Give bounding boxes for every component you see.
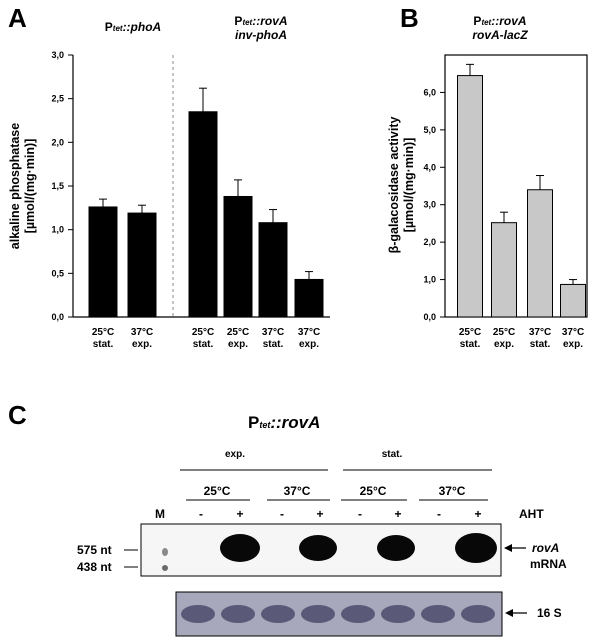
blot-figure: exp. stat. 25°C 37°C 25°C 37°C M - + - +… [77, 449, 567, 637]
chart-a-bar-2 [188, 111, 218, 318]
chart-a-bar-4 [258, 222, 288, 318]
sign-2: + [236, 507, 243, 521]
chart-a-ylabel: alkaline phosphatase [µmol/(mg·min)] [8, 123, 37, 249]
chart-b-ylabel-line1: β-galacosidase activity [387, 117, 401, 254]
rova-band-3 [377, 535, 415, 561]
chart-b-bar-0 [457, 75, 483, 318]
size-575-label: 575 nt [77, 543, 112, 557]
sign-5: - [358, 507, 362, 521]
rova-band-4 [455, 533, 497, 563]
marker-band-575 [162, 548, 168, 556]
chart-a-ytick-label-1: 0,5 [51, 268, 64, 278]
chart-b-bar-1 [491, 222, 517, 318]
rrna-band-8 [461, 605, 495, 623]
mrna-label: mRNA [530, 557, 567, 571]
chart-a-cat-label-5-line1: 37°C [298, 327, 320, 338]
chart-a-cat-label-0-line1: 25°C [92, 327, 114, 338]
rova-arrow-icon [504, 544, 526, 552]
chart-a-bar-1 [127, 212, 157, 318]
marker-lane-label: M [155, 507, 165, 521]
panel-a-group2-header: Ptet::rovA inv-phoA [234, 14, 288, 42]
chart-a-ytick-label-2: 1,0 [51, 225, 64, 235]
marker-band-438 [162, 565, 168, 571]
chart-b-cat-label-2-line1: 37°C [529, 327, 551, 338]
chart-a-cat-label-1-line1: 37°C [131, 327, 153, 338]
chart-b-cat-label-1-line2: exp. [494, 339, 514, 350]
sign-4: + [316, 507, 323, 521]
rrna-band-6 [381, 605, 415, 623]
16s-label: 16 S [537, 606, 562, 620]
rrna-bands [181, 605, 495, 623]
rrna-band-4 [301, 605, 335, 623]
chart-b-cat-label-0-line1: 25°C [459, 327, 481, 338]
chart-a-bar-3 [223, 195, 253, 318]
chart-a-ytick-label-6: 3,0 [51, 50, 64, 60]
16s-arrow-icon [505, 609, 527, 617]
chart-b-ytick-label-1: 1,0 [423, 275, 436, 285]
panel-a-group1-header: Ptet::phoA [104, 20, 162, 34]
rova-label: rovA [532, 541, 559, 555]
sign-6: + [394, 507, 401, 521]
chart-a-ylabel-line1: alkaline phosphatase [8, 123, 22, 249]
temp-4: 37°C [439, 484, 466, 498]
sign-8: + [474, 507, 481, 521]
rova-band-1 [220, 534, 260, 562]
chart-b-bar-3 [560, 283, 586, 318]
chart-b-cat-label-0-line2: stat. [460, 339, 481, 350]
rrna-band-3 [261, 605, 295, 623]
chart-b-ylabel-line2: [µmol/(mg·min)] [402, 138, 416, 233]
sign-1: - [199, 507, 203, 521]
sign-7: - [437, 507, 441, 521]
panel-b-header: Ptet::rovA rovA-lacZ [472, 14, 528, 42]
chart-b-ytick-label-4: 4,0 [423, 162, 436, 172]
chart-a-ytick-label-5: 2,5 [51, 94, 64, 104]
chart-a-cat-label-4-line2: stat. [263, 339, 284, 350]
panel-a-letter: A [8, 3, 27, 33]
panel-c-title: Ptet::rovA [248, 413, 321, 432]
panel-b-letter: B [400, 3, 419, 33]
chart-a-cat-label-5-line2: exp. [299, 339, 319, 350]
chart-a-cat-label-3-line2: exp. [228, 339, 248, 350]
chart-b: β-galacosidase activity [µmol/(mg·min)] … [387, 54, 588, 350]
temp-1: 25°C [204, 484, 231, 498]
chart-a: alkaline phosphatase [µmol/(mg·min)] 0,0… [8, 50, 330, 350]
chart-a-cat-label-2-line2: stat. [193, 339, 214, 350]
temp-3: 25°C [360, 484, 387, 498]
cond-exp-label: exp. [225, 449, 245, 460]
rrna-band-5 [341, 605, 375, 623]
chart-a-cat-label-1-line2: exp. [132, 339, 152, 350]
chart-a-ylabel-line2: [µmol/(mg·min)] [23, 139, 37, 234]
chart-b-cat-label-2-line2: stat. [530, 339, 551, 350]
panel-c-letter: C [8, 400, 27, 430]
rrna-band-7 [421, 605, 455, 623]
chart-b-cat-label-3-line1: 37°C [562, 327, 584, 338]
chart-b-ytick-label-2: 2,0 [423, 237, 436, 247]
chart-b-ytick-label-6: 6,0 [423, 87, 436, 97]
chart-b-ylabel: β-galacosidase activity [µmol/(mg·min)] [387, 117, 416, 254]
chart-a-bar-5 [294, 278, 324, 318]
chart-b-bar-2 [527, 189, 553, 318]
cond-stat-label: stat. [382, 449, 403, 460]
chart-b-ytick-label-3: 3,0 [423, 200, 436, 210]
chart-a-bar-0 [88, 206, 118, 318]
chart-a-cat-label-0-line2: stat. [93, 339, 114, 350]
temp-2: 37°C [284, 484, 311, 498]
chart-a-cat-label-4-line1: 37°C [262, 327, 284, 338]
chart-b-cat-label-1-line1: 25°C [493, 327, 515, 338]
chart-b-cat-label-3-line2: exp. [563, 339, 583, 350]
chart-b-ytick-label-0: 0,0 [423, 312, 436, 322]
chart-a-cat-label-3-line1: 25°C [227, 327, 249, 338]
chart-a-ytick-label-4: 2,0 [51, 137, 64, 147]
rrna-band-2 [221, 605, 255, 623]
rrna-band-1 [181, 605, 215, 623]
rova-band-2 [299, 535, 337, 561]
chart-a-ytick-label-3: 1,5 [51, 181, 64, 191]
aht-label: AHT [519, 507, 544, 521]
rova-bands [220, 533, 497, 563]
chart-a-ytick-label-0: 0,0 [51, 312, 64, 322]
sign-3: - [280, 507, 284, 521]
size-438-label: 438 nt [77, 560, 112, 574]
chart-a-cat-label-2-line1: 25°C [192, 327, 214, 338]
chart-b-ytick-label-5: 5,0 [423, 125, 436, 135]
